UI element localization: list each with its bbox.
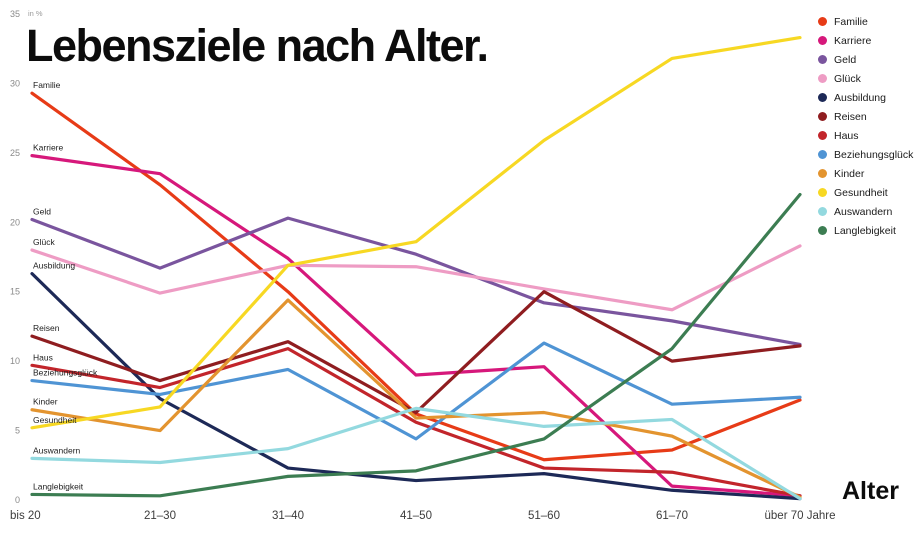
legend-dot-geld bbox=[818, 55, 827, 64]
legend-item-gl-ck: Glück bbox=[818, 69, 913, 88]
legend-label-haus: Haus bbox=[834, 129, 859, 142]
legend-item-geld: Geld bbox=[818, 50, 913, 69]
legend-dot-gesundheit bbox=[818, 188, 827, 197]
x-tick-label-51-60: 51–60 bbox=[528, 510, 560, 522]
x-tick-label-bis-20: bis 20 bbox=[10, 510, 41, 522]
y-tick-label: 15 bbox=[10, 287, 20, 297]
x-tick-label-41-50: 41–50 bbox=[400, 510, 432, 522]
legend-label-beziehungsgl-ck: Beziehungsglück bbox=[834, 148, 914, 161]
legend-item-kinder: Kinder bbox=[818, 164, 913, 183]
legend-dot-ausbildung bbox=[818, 93, 827, 102]
legend-item-familie: Familie bbox=[818, 12, 913, 31]
legend-dot-haus bbox=[818, 131, 827, 140]
legend-label-langlebigkeit: Langlebigkeit bbox=[834, 224, 896, 237]
legend-dot-auswandern bbox=[818, 207, 827, 216]
series-line-haus bbox=[30, 347, 802, 498]
legend-item-ausbildung: Ausbildung bbox=[818, 88, 913, 107]
chart-title: Lebensziele nach Alter. bbox=[26, 20, 489, 71]
series-start-label-auswandern: Auswandern bbox=[33, 445, 81, 455]
legend-dot-beziehungsgl-ck bbox=[818, 150, 827, 159]
legend-label-gl-ck: Glück bbox=[834, 72, 861, 85]
legend-label-reisen: Reisen bbox=[834, 110, 867, 123]
legend-label-ausbildung: Ausbildung bbox=[834, 91, 886, 104]
series-start-label-haus: Haus bbox=[33, 352, 53, 362]
legend-label-kinder: Kinder bbox=[834, 167, 865, 180]
y-axis-unit-label: in % bbox=[28, 9, 43, 18]
series-line-langlebigkeit bbox=[30, 192, 802, 498]
series-start-label-geld: Geld bbox=[33, 207, 51, 217]
series-line-auswandern bbox=[30, 406, 802, 501]
legend-label-geld: Geld bbox=[834, 53, 857, 66]
legend-item-auswandern: Auswandern bbox=[818, 202, 913, 221]
series-line-karriere bbox=[30, 154, 802, 498]
y-tick-label: 30 bbox=[10, 78, 20, 88]
series-start-label-reisen: Reisen bbox=[33, 323, 60, 333]
legend-item-langlebigkeit: Langlebigkeit bbox=[818, 221, 913, 240]
y-tick-label: 35 bbox=[10, 9, 20, 19]
series-start-label-karriere: Karriere bbox=[33, 143, 64, 153]
y-tick-label: 10 bbox=[10, 356, 20, 366]
y-tick-label: 5 bbox=[15, 426, 20, 436]
legend-item-beziehungsgl-ck: Beziehungsglück bbox=[818, 145, 913, 164]
series-line-beziehungsgl-ck bbox=[30, 341, 802, 441]
legend-item-gesundheit: Gesundheit bbox=[818, 183, 913, 202]
legend-label-karriere: Karriere bbox=[834, 34, 872, 47]
legend-dot-kinder bbox=[818, 169, 827, 178]
x-tick-label-21-30: 21–30 bbox=[144, 510, 176, 522]
y-tick-label: 20 bbox=[10, 217, 20, 227]
legend-item-haus: Haus bbox=[818, 126, 913, 145]
x-tick-label-31-40: 31–40 bbox=[272, 510, 304, 522]
series-line-reisen bbox=[30, 290, 802, 415]
legend-dot-langlebigkeit bbox=[818, 226, 827, 235]
series-start-label-kinder: Kinder bbox=[33, 397, 58, 407]
legend: Familie Karriere Geld Glück Ausbildung Reisen… bbox=[818, 12, 913, 240]
x-tick-label-61-70: 61–70 bbox=[656, 510, 688, 522]
series-line-gl-ck bbox=[30, 244, 802, 312]
series-start-label-langlebigkeit: Langlebigkeit bbox=[33, 481, 84, 491]
x-tick-label--ber-70-jahre: über 70 Jahre bbox=[765, 510, 836, 522]
series-start-label-gl-ck: Glück bbox=[33, 237, 55, 247]
series-line-kinder bbox=[30, 298, 802, 499]
series-start-label-gesundheit: Gesundheit bbox=[33, 415, 77, 425]
series-line-geld bbox=[30, 216, 802, 347]
y-tick-label: 0 bbox=[15, 495, 20, 505]
series-line-gesundheit bbox=[30, 36, 802, 430]
series-start-label-familie: Familie bbox=[33, 80, 61, 90]
legend-dot-reisen bbox=[818, 112, 827, 121]
series-line-ausbildung bbox=[30, 272, 802, 501]
legend-item-karriere: Karriere bbox=[818, 31, 913, 50]
legend-label-familie: Familie bbox=[834, 15, 868, 28]
x-axis-title: Alter bbox=[842, 477, 899, 505]
y-tick-label: 25 bbox=[10, 148, 20, 158]
legend-dot-karriere bbox=[818, 36, 827, 45]
legend-dot-gl-ck bbox=[818, 74, 827, 83]
series-start-label-beziehungsgl-ck: Beziehungsglück bbox=[33, 368, 98, 378]
legend-label-auswandern: Auswandern bbox=[834, 205, 893, 218]
legend-label-gesundheit: Gesundheit bbox=[834, 186, 888, 199]
legend-dot-familie bbox=[818, 17, 827, 26]
legend-item-reisen: Reisen bbox=[818, 107, 913, 126]
series-start-label-ausbildung: Ausbildung bbox=[33, 261, 75, 271]
